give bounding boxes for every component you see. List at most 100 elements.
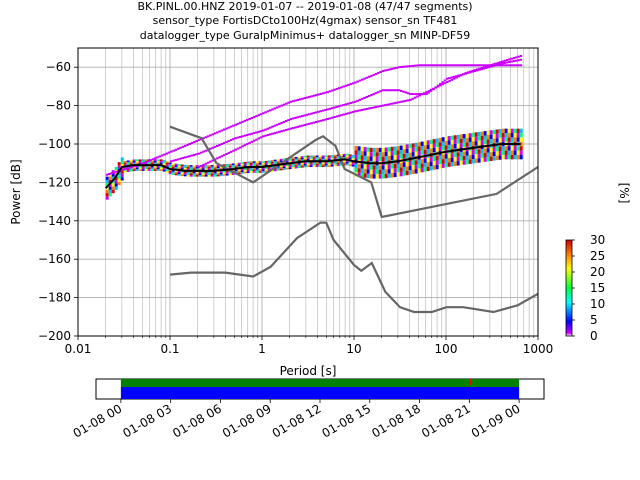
density-cell: [159, 167, 163, 170]
density-cell: [462, 134, 466, 139]
density-cell: [303, 159, 307, 161]
density-cell-high: [321, 109, 325, 112]
density-cell-high: [333, 88, 336, 91]
density-cell: [111, 176, 115, 181]
density-cell: [336, 164, 340, 166]
density-cell-high: [291, 127, 295, 130]
density-cell: [306, 157, 310, 159]
density-cell: [393, 155, 397, 160]
density-cell-high: [363, 77, 366, 80]
density-cell: [324, 165, 328, 168]
density-cell: [447, 136, 451, 141]
density-cell: [492, 156, 496, 161]
gap-marker: [469, 379, 472, 385]
density-cell-high: [333, 106, 336, 109]
density-cell-high: [386, 103, 389, 106]
density-cell: [156, 165, 160, 168]
density-cell: [471, 150, 475, 155]
density-cell: [474, 158, 478, 164]
density-cell: [174, 170, 178, 172]
density-cell-high: [340, 114, 343, 117]
density-cell-high: [278, 122, 281, 125]
ppsd-plot: 0.01 0.1 1 10 100 1000 −200 −180 −160 −140 −120 −1…: [9, 47, 553, 378]
density-cell: [153, 165, 157, 168]
density-cell-high: [213, 132, 217, 135]
density-cell-high: [406, 99, 410, 102]
density-cell-high: [289, 100, 293, 103]
density-cell: [300, 166, 304, 168]
x-tick-label: 0.1: [160, 342, 179, 356]
density-cell: [237, 164, 241, 167]
density-cell: [351, 163, 355, 165]
density-cell: [213, 174, 217, 177]
density-cell: [111, 173, 115, 177]
density-cell-high: [335, 105, 339, 108]
density-cell: [318, 165, 322, 168]
density-cell: [219, 166, 223, 168]
density-cell-high: [199, 151, 203, 154]
density-cell: [459, 134, 463, 139]
density-cell: [381, 147, 385, 153]
density-cell: [153, 169, 157, 171]
density-cell: [414, 151, 418, 156]
density-cell: [378, 156, 382, 162]
density-cell: [516, 146, 520, 151]
density-cell: [510, 150, 514, 155]
colorbar-tick-label: 30: [590, 233, 605, 247]
density-cell: [513, 146, 517, 151]
density-cell-high: [439, 84, 442, 87]
density-cell-high: [144, 161, 148, 164]
density-cell: [243, 170, 247, 172]
density-cell: [390, 155, 394, 160]
density-cell-high: [446, 64, 449, 67]
density-cell: [324, 157, 328, 159]
density-cell: [396, 163, 400, 169]
density-cell: [501, 133, 505, 138]
density-cell: [417, 150, 421, 156]
density-cell-high: [275, 131, 279, 134]
density-cell-high: [409, 65, 412, 68]
density-cell: [177, 170, 181, 173]
density-cell: [198, 171, 202, 174]
density-cell: [459, 143, 463, 148]
density-cell: [165, 162, 169, 165]
density-cell: [180, 164, 184, 167]
density-cell: [303, 157, 307, 160]
x-tick-label: 100: [435, 342, 458, 356]
density-cell: [177, 172, 181, 174]
density-cell-high: [209, 134, 212, 137]
density-cell: [444, 158, 448, 163]
density-cell: [516, 150, 520, 155]
density-cell-high: [512, 64, 516, 67]
density-cell-high: [287, 128, 290, 131]
density-cell: [426, 166, 430, 172]
density-cell-high: [358, 109, 362, 112]
density-cell: [144, 165, 148, 168]
density-cell-high: [388, 103, 392, 106]
density-cell: [432, 161, 436, 166]
density-cell-high: [222, 142, 226, 145]
density-cell-high: [199, 164, 203, 167]
density-cell-high: [303, 124, 306, 127]
density-cell: [339, 154, 343, 156]
density-cell-high: [517, 55, 520, 58]
density-cell-high: [285, 102, 288, 105]
density-cell: [195, 165, 199, 167]
density-cell-high: [321, 119, 325, 122]
density-cell: [357, 163, 361, 169]
density-cell-high: [434, 64, 438, 67]
density-cell-high: [446, 81, 449, 84]
density-cell: [405, 170, 409, 176]
density-cell-high: [462, 73, 465, 76]
density-cell-high: [312, 112, 316, 115]
density-cell: [150, 169, 154, 171]
density-cell-high: [464, 64, 467, 67]
density-cell: [195, 166, 199, 169]
density-cell-high: [248, 141, 251, 144]
density-cell: [276, 169, 280, 171]
density-cell: [396, 150, 400, 155]
density-cell-high: [186, 143, 189, 146]
density-cell: [507, 150, 511, 155]
density-cell: [159, 159, 163, 162]
density-cell-high: [448, 77, 451, 80]
